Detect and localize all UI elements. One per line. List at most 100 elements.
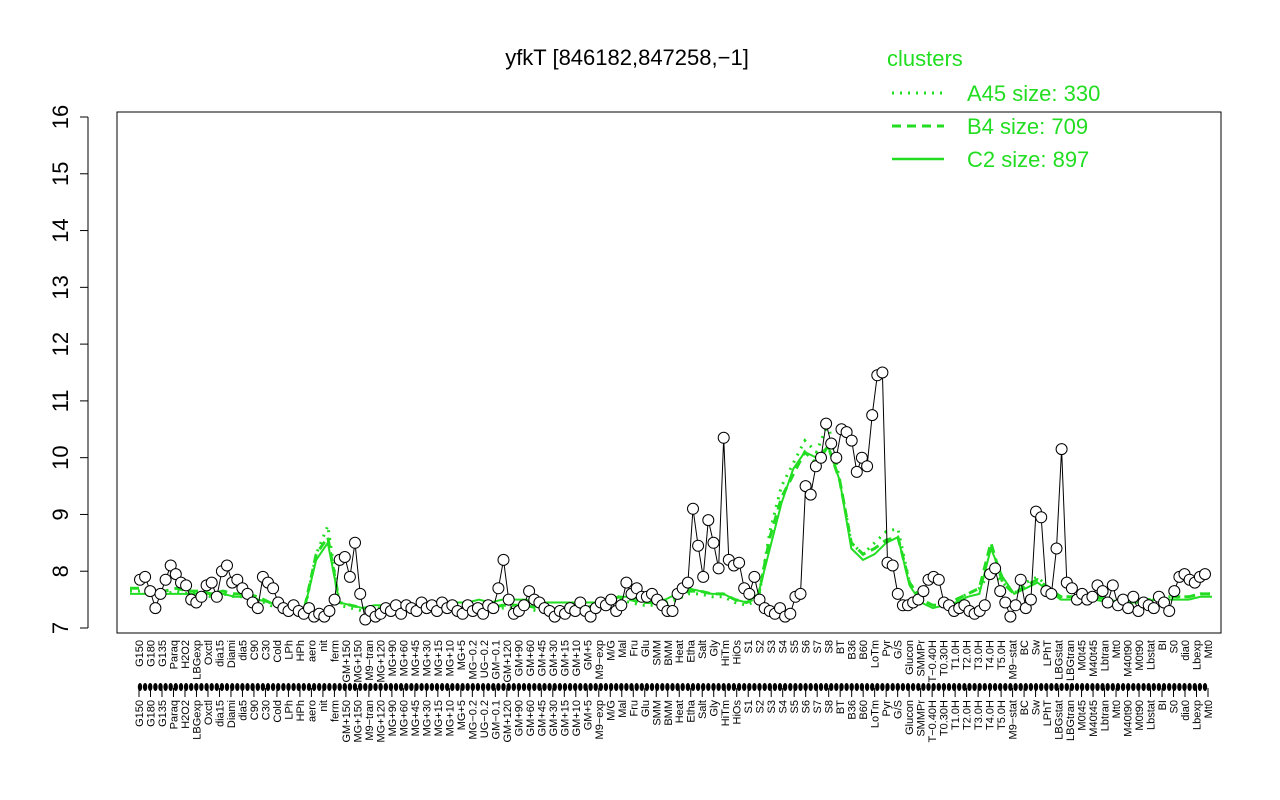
x-axis: G150G150G180G180G135G135ParaqParaqH2O2H2… xyxy=(134,639,1215,742)
rug-mark xyxy=(455,683,460,691)
x-tick-label-lower: M0t45 xyxy=(1077,700,1089,731)
x-tick-label: Mt0 xyxy=(1203,640,1215,658)
x-tick-label: S4 xyxy=(778,640,790,653)
rug-mark xyxy=(1131,683,1136,691)
x-tick-label: MG+90 xyxy=(387,640,399,676)
rug-mark xyxy=(409,683,414,691)
x-tick-label-lower: BMM xyxy=(663,700,675,726)
rug-mark xyxy=(1100,683,1105,691)
data-point xyxy=(323,605,336,617)
x-tick-label-lower: GM+150 xyxy=(341,700,353,743)
rug-mark xyxy=(1095,683,1100,691)
x-tick-label: MG+30 xyxy=(421,640,433,676)
rug-mark xyxy=(178,683,184,691)
rug-mark xyxy=(875,683,880,691)
x-tick-label: G150 xyxy=(134,640,146,667)
rug-mark xyxy=(752,683,757,691)
rug-mark xyxy=(1039,683,1044,691)
x-tick-label: Salt xyxy=(697,640,709,659)
data-point xyxy=(1127,590,1140,603)
rug-mark xyxy=(1023,683,1028,691)
x-tick-label: MG+150 xyxy=(352,640,364,683)
x-tick-label: LBGstat xyxy=(1054,640,1066,680)
data-point xyxy=(1014,573,1027,586)
x-tick-label-lower: Salt xyxy=(697,700,709,719)
data-point xyxy=(784,607,797,620)
data-point xyxy=(743,587,756,600)
x-tick-label-lower: MG+120 xyxy=(375,700,387,743)
rug-mark xyxy=(424,683,429,691)
rug-mark xyxy=(701,683,706,691)
data-point xyxy=(574,596,587,609)
rug-mark xyxy=(998,683,1003,691)
rug-mark xyxy=(317,683,322,691)
x-tick-label-lower: LBGexp xyxy=(191,700,203,740)
rug-mark xyxy=(736,683,742,691)
x-tick-label: MG+5 xyxy=(456,640,468,670)
series-line-solid xyxy=(130,444,1212,610)
data-point xyxy=(917,585,930,598)
data-point xyxy=(830,451,843,464)
x-tick-label-lower: dia15 xyxy=(214,700,226,727)
data-point xyxy=(169,568,182,581)
rug-mark xyxy=(199,683,204,691)
x-tick-label-lower: MG+45 xyxy=(410,700,422,736)
x-tick-label: H2O2 xyxy=(180,640,192,669)
data-point xyxy=(1035,511,1048,524)
rug-mark xyxy=(1028,683,1034,691)
rug-mark xyxy=(1197,683,1203,691)
x-tick-label-lower: G150 xyxy=(134,700,146,727)
data-point xyxy=(1106,579,1119,592)
rug-mark xyxy=(1187,683,1192,691)
x-tick-label: M0t90 xyxy=(1134,640,1146,671)
rug-mark xyxy=(148,683,153,691)
rug-mark xyxy=(987,683,993,691)
x-tick-label: ferm xyxy=(329,640,341,662)
rug-mark xyxy=(639,683,644,691)
rug-mark xyxy=(916,683,921,691)
x-tick-label-lower: MG+90 xyxy=(387,700,399,736)
data-point xyxy=(251,602,264,615)
x-tick-label: LoTm xyxy=(870,640,882,668)
x-tick-label: T2.0H xyxy=(962,640,974,670)
rug-mark xyxy=(383,683,388,691)
x-tick-label-lower: GM+45 xyxy=(536,700,548,736)
rug-mark xyxy=(1049,683,1054,691)
rug-mark xyxy=(588,683,593,691)
rug-mark xyxy=(1167,683,1172,691)
rug-mark xyxy=(772,683,778,691)
data-point xyxy=(267,582,280,595)
data-point xyxy=(978,599,991,612)
rug-mark xyxy=(557,683,563,691)
x-tick-label-lower: MG−0.2 xyxy=(467,700,479,739)
x-tick-label-lower: S1 xyxy=(743,700,755,713)
x-tick-label: S3 xyxy=(766,640,778,653)
x-tick-label: T3.0H xyxy=(973,640,985,670)
rug-mark xyxy=(327,683,332,691)
x-tick-label: BI xyxy=(1157,640,1169,650)
data-point xyxy=(999,596,1012,609)
x-tick-label: dia15 xyxy=(214,640,226,667)
rug-mark xyxy=(491,683,496,691)
rug-mark xyxy=(486,683,491,691)
data-point xyxy=(1101,596,1114,609)
rug-mark xyxy=(731,683,737,691)
rug-mark xyxy=(716,683,721,691)
rug-mark xyxy=(726,683,731,691)
x-tick-label-lower: Gly xyxy=(709,700,721,717)
x-tick-label-lower: C30 xyxy=(260,700,272,720)
data-point xyxy=(753,593,766,606)
rug-mark xyxy=(870,683,875,691)
x-tick-label: Cold xyxy=(272,640,284,663)
rug-mark xyxy=(470,683,475,691)
x-tick-label-lower: MG+60 xyxy=(398,700,410,736)
rug-mark xyxy=(910,683,916,691)
rug-mark xyxy=(941,683,947,691)
rug-mark xyxy=(301,683,306,691)
data-point xyxy=(845,434,858,447)
rug-mark xyxy=(501,683,506,691)
x-tick-label-lower: GM+60 xyxy=(525,700,537,736)
x-tick-label-lower: GM−0.1 xyxy=(490,700,502,739)
x-tick-label-lower: GM+90 xyxy=(513,700,525,736)
rug-mark xyxy=(526,683,532,691)
